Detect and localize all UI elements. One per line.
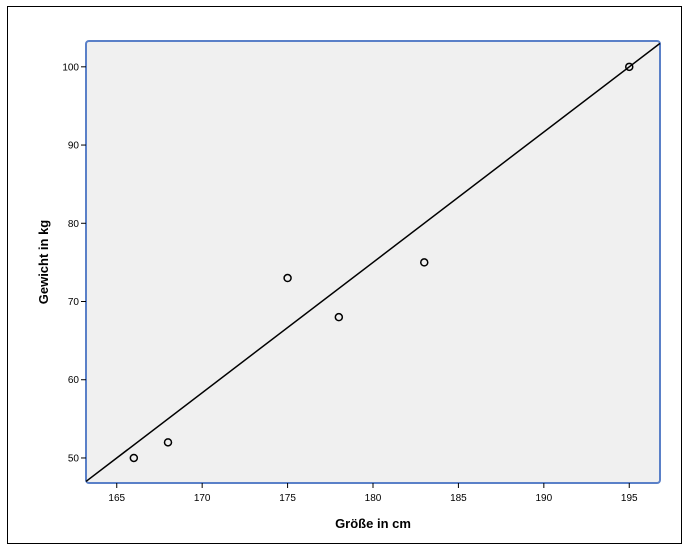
x-tick-label: 185 [450, 493, 467, 504]
y-tick-label: 80 [68, 219, 80, 230]
x-tick-label: 165 [108, 493, 125, 504]
y-tick-label: 70 [68, 297, 80, 308]
data-point [283, 273, 292, 283]
data-point [420, 258, 429, 267]
x-tick-label: 195 [621, 493, 638, 504]
data-point [334, 312, 344, 322]
chart-frame [7, 6, 682, 544]
y-tick-label: 100 [62, 62, 79, 73]
x-tick-label: 190 [535, 493, 552, 504]
fit-line [85, 42, 661, 483]
y-tick-label: 90 [68, 141, 80, 152]
data-point [129, 453, 139, 463]
y-tick-label: 50 [68, 453, 80, 464]
data-point [625, 62, 634, 72]
data-point [163, 438, 173, 447]
x-tick-label: 175 [279, 493, 296, 504]
data-points [129, 62, 634, 463]
x-tick-label: 180 [365, 493, 382, 504]
x-axis: 165 170 175 180 185 190 195 [108, 483, 638, 504]
x-tick-label: 170 [194, 493, 211, 504]
y-axis-title: Gewicht in kg [36, 220, 51, 305]
y-tick-label: 60 [68, 375, 80, 386]
x-axis-title: Größe in cm [335, 516, 411, 531]
y-axis: 50 60 70 80 90 100 [62, 62, 86, 464]
